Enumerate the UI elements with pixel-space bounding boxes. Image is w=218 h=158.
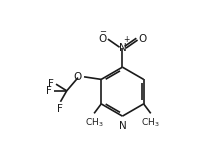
Text: F: F <box>58 104 63 114</box>
Text: CH$_3$: CH$_3$ <box>141 116 160 129</box>
Text: N: N <box>119 121 126 131</box>
Text: O: O <box>98 34 106 44</box>
Text: O: O <box>73 72 82 82</box>
Text: −: − <box>99 27 106 36</box>
Text: O: O <box>138 34 147 44</box>
Text: CH$_3$: CH$_3$ <box>85 116 103 129</box>
Text: F: F <box>46 86 52 96</box>
Text: F: F <box>48 79 54 89</box>
Text: N: N <box>119 43 126 53</box>
Text: +: + <box>123 35 129 44</box>
